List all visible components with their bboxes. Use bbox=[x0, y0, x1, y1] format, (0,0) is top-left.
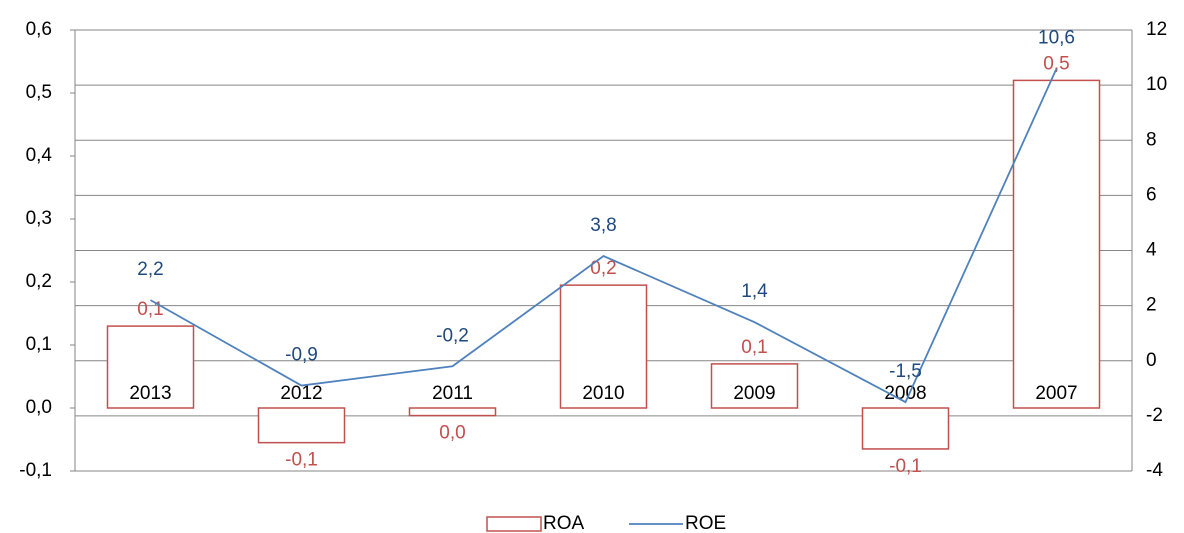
x-tick-label: 2012 bbox=[280, 383, 322, 404]
x-tick-label: 2008 bbox=[884, 383, 926, 404]
bar bbox=[408, 407, 497, 417]
data-label: 0,1 bbox=[137, 299, 163, 320]
y2-tick-label: 12 bbox=[1146, 19, 1167, 40]
data-label: -0,9 bbox=[285, 345, 318, 366]
bar bbox=[1012, 79, 1101, 409]
y-tick-label: 0,0 bbox=[26, 397, 52, 418]
data-label: 0,1 bbox=[741, 337, 767, 358]
bar bbox=[559, 284, 648, 409]
y2-tick-label: 8 bbox=[1146, 129, 1157, 150]
y-tick-label: -0,1 bbox=[19, 460, 52, 481]
data-label: -0,1 bbox=[889, 456, 922, 477]
y-tick-label: 0,6 bbox=[26, 19, 52, 40]
legend-label: ROA bbox=[543, 513, 585, 533]
legend-label: ROE bbox=[685, 513, 726, 533]
data-label: 3,8 bbox=[590, 215, 616, 236]
y-tick-label: 0,4 bbox=[26, 145, 53, 166]
line bbox=[150, 68, 1058, 404]
bar bbox=[257, 407, 346, 444]
data-label: 0,5 bbox=[1043, 53, 1069, 74]
data-label: -1,5 bbox=[889, 361, 922, 382]
y2-tick-label: 4 bbox=[1146, 240, 1157, 261]
data-label: 0,0 bbox=[439, 423, 465, 444]
y-tick-label: 0,1 bbox=[26, 334, 52, 355]
data-label: -0,1 bbox=[285, 450, 318, 471]
data-label: -0,2 bbox=[436, 325, 469, 346]
y2-tick-label: 0 bbox=[1146, 350, 1157, 371]
legend-swatch bbox=[486, 516, 542, 532]
y2-tick-label: 2 bbox=[1146, 295, 1157, 316]
x-tick-label: 2010 bbox=[582, 383, 624, 404]
x-tick-label: 2011 bbox=[432, 383, 473, 404]
x-tick-label: 2009 bbox=[733, 383, 775, 404]
y2-tick-label: -2 bbox=[1146, 405, 1163, 426]
data-label: 10,6 bbox=[1038, 28, 1075, 49]
y-tick-label: 0,5 bbox=[26, 82, 52, 103]
data-label: 1,4 bbox=[741, 281, 768, 302]
bar bbox=[861, 407, 950, 450]
y2-tick-label: 10 bbox=[1146, 74, 1167, 95]
bar bbox=[106, 325, 195, 409]
x-tick-label: 2007 bbox=[1035, 383, 1077, 404]
data-label: 2,2 bbox=[137, 259, 163, 280]
bar bbox=[710, 363, 799, 409]
data-label: 0,2 bbox=[590, 258, 616, 279]
y-tick-label: 0,2 bbox=[26, 271, 52, 292]
y2-tick-label: -4 bbox=[1146, 460, 1163, 481]
x-tick-label: 2013 bbox=[129, 383, 171, 404]
y-tick-label: 0,3 bbox=[26, 208, 52, 229]
y2-tick-label: 6 bbox=[1146, 184, 1157, 205]
